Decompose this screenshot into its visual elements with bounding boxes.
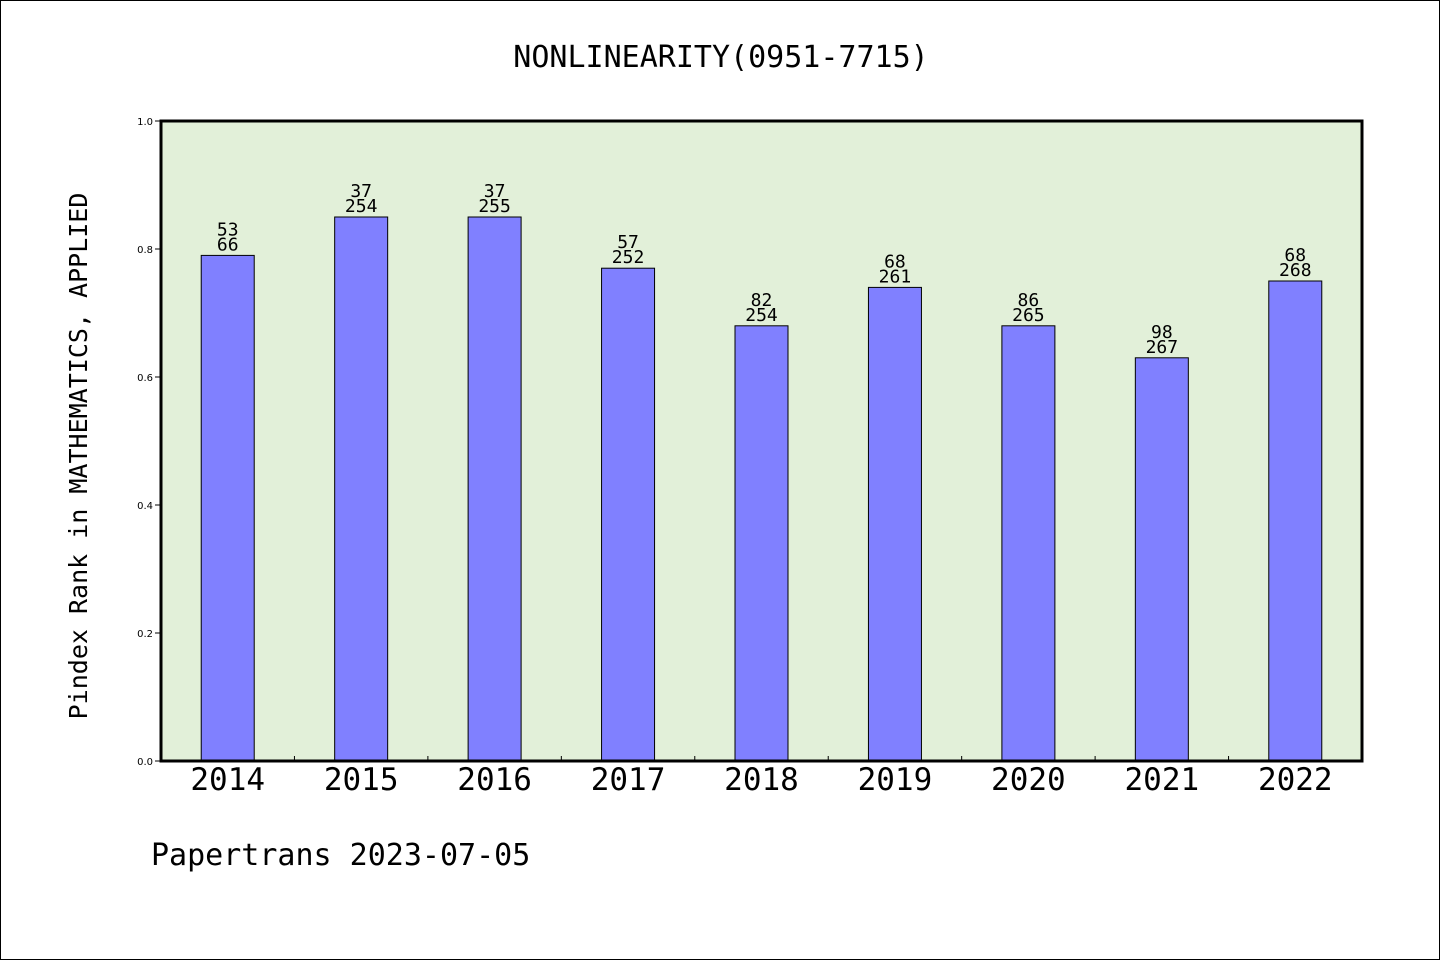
bar	[200, 254, 255, 762]
x-tick-label: 2019	[858, 762, 933, 798]
x-tick-label: 2020	[991, 762, 1066, 798]
x-tick-label: 2018	[724, 762, 799, 798]
bar-rank-label: 37	[350, 181, 372, 202]
bar	[334, 216, 389, 762]
bar-rank-label: 53	[217, 219, 239, 240]
bar-total-label: 261	[879, 266, 912, 287]
x-tick-label: 2016	[457, 762, 532, 798]
y-tick-label: 0.2	[137, 629, 153, 640]
bar-rank-label: 37	[484, 181, 506, 202]
bar	[467, 216, 522, 762]
y-tick-label: 0.4	[137, 501, 153, 512]
y-tick-label: 1.0	[137, 117, 153, 128]
bar-total-label: 268	[1279, 260, 1312, 281]
y-axis-label: Pindex Rank in MATHEMATICS, APPLIED	[64, 193, 93, 720]
bar-rank-label: 68	[884, 251, 906, 272]
bar-total-label: 255	[478, 196, 511, 217]
x-tick-label: 2022	[1258, 762, 1333, 798]
x-tick-label: 2015	[324, 762, 399, 798]
chart-marks: 0.00.20.40.60.81.05366201437254201537255…	[137, 117, 1333, 798]
bar-rank-label: 82	[751, 290, 773, 311]
plot-border	[159, 119, 1364, 763]
x-tick-label: 2021	[1125, 762, 1200, 798]
x-tick-label: 2014	[190, 762, 265, 798]
bar-rank-label: 68	[1284, 245, 1306, 266]
bar	[1001, 325, 1056, 762]
bar-total-label: 254	[745, 305, 778, 326]
bar-rank-label: 86	[1018, 290, 1040, 311]
y-tick-label: 0.6	[137, 373, 153, 384]
footer-text: Papertrans 2023-07-05	[151, 838, 530, 873]
bar-total-label: 254	[345, 196, 378, 217]
bar	[867, 286, 922, 762]
bar-rank-label: 57	[617, 232, 639, 253]
bar-rank-label: 98	[1151, 322, 1173, 343]
chart-title: NONLINEARITY(0951-7715)	[513, 40, 928, 75]
bar-total-label: 265	[1012, 305, 1045, 326]
y-tick-label: 0.0	[137, 757, 153, 768]
bar-total-label: 252	[612, 247, 645, 268]
bar-total-label: 267	[1146, 337, 1179, 358]
bar	[1134, 357, 1189, 762]
bar-total-label: 66	[217, 234, 239, 255]
bar	[1268, 280, 1323, 762]
x-tick-label: 2017	[591, 762, 666, 798]
bar	[601, 267, 656, 762]
y-tick-label: 0.8	[137, 245, 153, 256]
bar	[734, 325, 789, 762]
